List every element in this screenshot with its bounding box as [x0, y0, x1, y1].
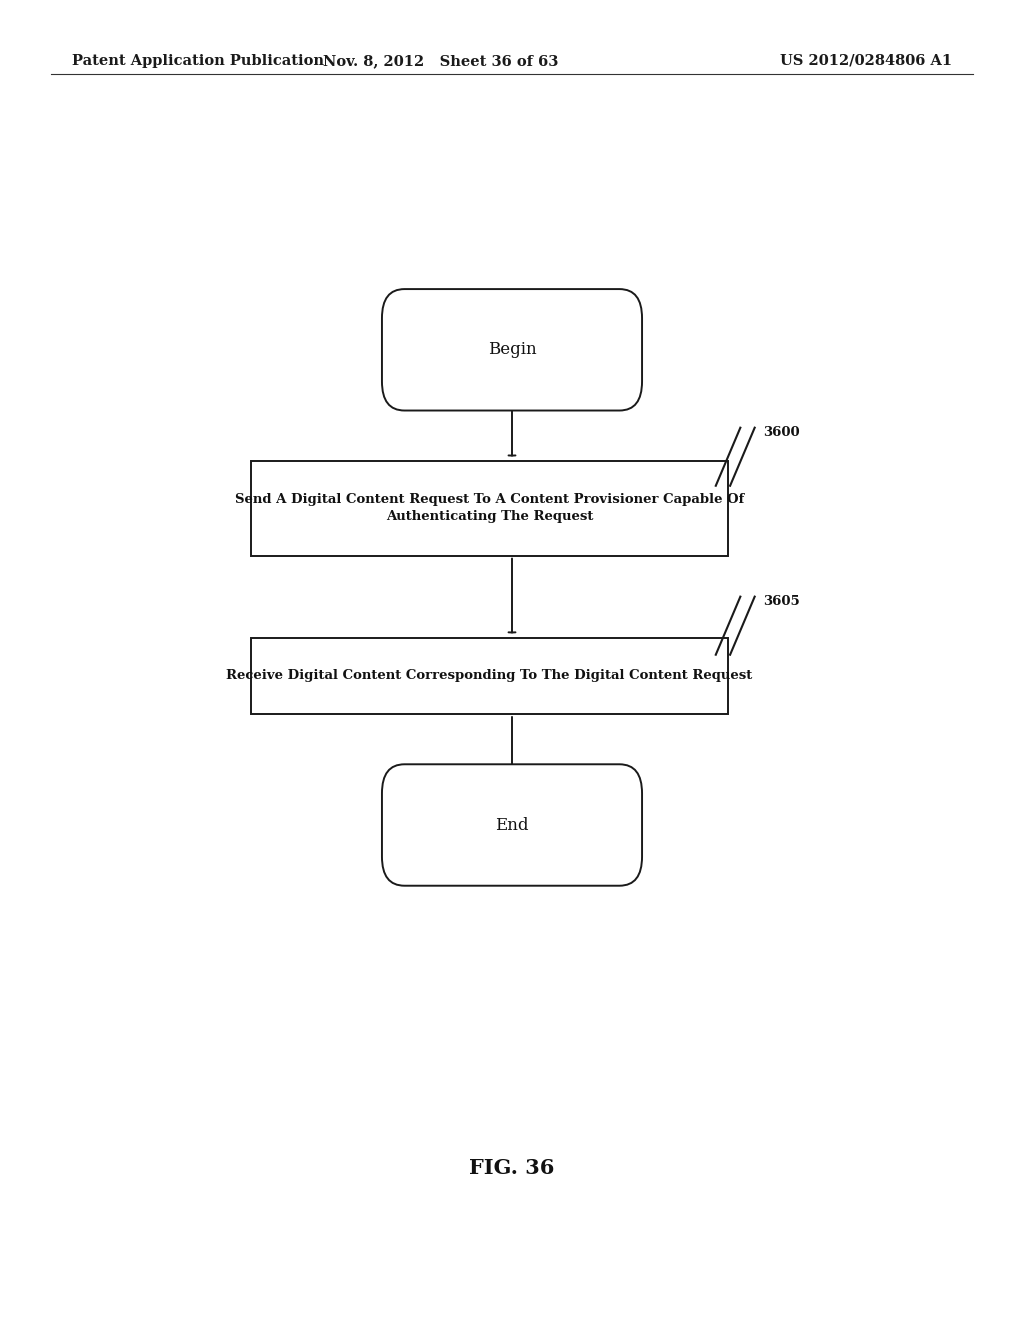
Text: Patent Application Publication: Patent Application Publication: [72, 54, 324, 67]
FancyBboxPatch shape: [382, 764, 642, 886]
Text: 3605: 3605: [763, 595, 800, 609]
FancyBboxPatch shape: [251, 461, 727, 556]
Text: Begin: Begin: [487, 342, 537, 358]
Text: Receive Digital Content Corresponding To The Digital Content Request: Receive Digital Content Corresponding To…: [226, 669, 753, 682]
Text: Send A Digital Content Request To A Content Provisioner Capable Of
Authenticatin: Send A Digital Content Request To A Cont…: [234, 494, 744, 523]
Text: FIG. 36: FIG. 36: [469, 1158, 555, 1179]
FancyBboxPatch shape: [251, 638, 727, 714]
Text: End: End: [496, 817, 528, 833]
FancyBboxPatch shape: [382, 289, 642, 411]
Text: Nov. 8, 2012   Sheet 36 of 63: Nov. 8, 2012 Sheet 36 of 63: [323, 54, 558, 67]
Text: 3600: 3600: [763, 426, 800, 440]
Text: US 2012/0284806 A1: US 2012/0284806 A1: [780, 54, 952, 67]
